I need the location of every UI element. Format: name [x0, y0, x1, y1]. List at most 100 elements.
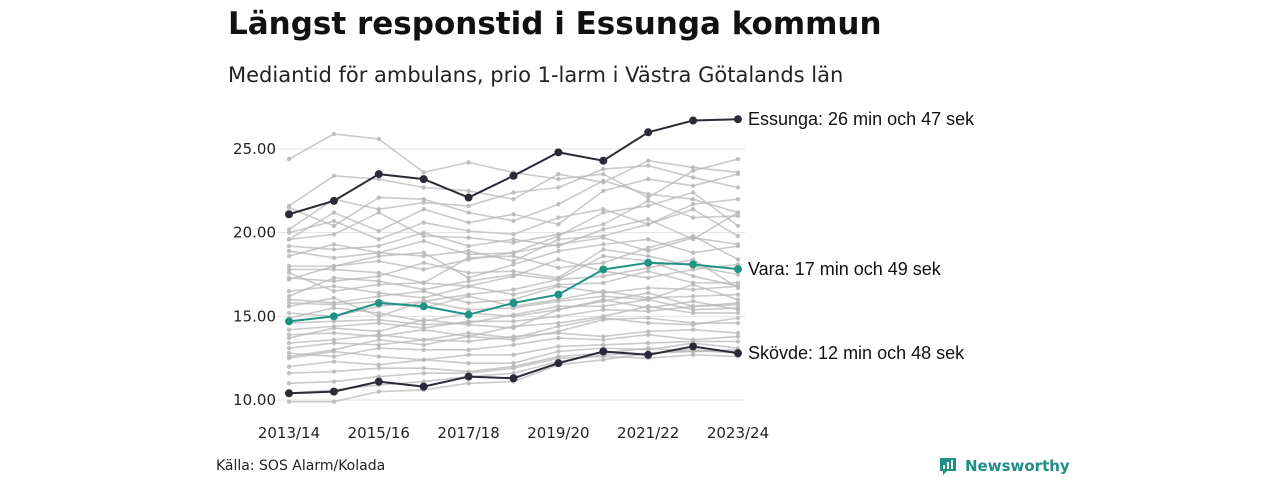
- data-point: [376, 329, 381, 334]
- data-point: [556, 307, 561, 312]
- data-point: [466, 300, 471, 306]
- data-point: [646, 203, 651, 209]
- data-point-vara: [644, 258, 653, 267]
- x-tick-label: 2021/22: [617, 424, 679, 442]
- brand-logo[interactable]: Newsworthy: [938, 456, 1070, 476]
- data-point: [466, 347, 471, 352]
- x-tick-label: 2017/18: [437, 424, 499, 442]
- data-point: [511, 352, 516, 358]
- data-point: [601, 227, 606, 232]
- data-point: [601, 188, 606, 194]
- data-point: [601, 342, 606, 347]
- data-point: [735, 315, 741, 321]
- data-point-sk-vde: [734, 349, 742, 358]
- data-point: [556, 355, 561, 361]
- data-point: [601, 357, 606, 363]
- data-point: [376, 207, 381, 212]
- data-point: [511, 232, 516, 237]
- data-point: [690, 304, 696, 309]
- data-point: [556, 233, 561, 239]
- data-point: [511, 371, 516, 376]
- data-point: [376, 243, 381, 249]
- data-point: [331, 319, 337, 324]
- data-point: [511, 287, 516, 292]
- data-point: [331, 210, 337, 215]
- data-point: [331, 255, 337, 260]
- data-point: [376, 237, 381, 242]
- data-point: [376, 345, 381, 351]
- data-point: [690, 282, 696, 287]
- data-point: [511, 342, 516, 347]
- data-point: [286, 294, 292, 299]
- data-point: [376, 354, 381, 359]
- data-point: [735, 257, 741, 262]
- data-point: [646, 340, 651, 346]
- data-point: [735, 292, 741, 297]
- data-point: [601, 260, 606, 265]
- data-point: [466, 352, 471, 358]
- data-point: [690, 168, 696, 173]
- data-point: [286, 327, 292, 332]
- data-point: [601, 171, 606, 177]
- data-point: [466, 307, 471, 312]
- data-point: [286, 297, 292, 302]
- data-point: [421, 220, 426, 225]
- data-point: [646, 163, 651, 168]
- data-point: [331, 131, 337, 137]
- data-point: [286, 354, 292, 359]
- data-point: [286, 364, 292, 369]
- data-point: [556, 320, 561, 326]
- data-point: [376, 270, 381, 276]
- data-point: [331, 369, 337, 374]
- data-point: [421, 366, 426, 371]
- background-series-line: [286, 253, 741, 299]
- highlighted-series: Essunga: 26 min och 47 sek Vara: 17 min o…: [285, 109, 975, 398]
- data-point: [690, 215, 696, 220]
- data-point: [376, 314, 381, 319]
- background-series-line: [286, 257, 741, 319]
- data-point-vara: [599, 265, 608, 274]
- data-point: [421, 260, 426, 265]
- data-point: [690, 352, 696, 358]
- data-point: [735, 297, 741, 302]
- data-point-sk-vde: [285, 389, 293, 398]
- data-point: [286, 230, 292, 235]
- data-point: [646, 329, 651, 334]
- data-point: [466, 188, 471, 194]
- data-point: [376, 253, 381, 259]
- data-point: [690, 310, 696, 316]
- data-point: [646, 253, 651, 259]
- data-point: [646, 237, 651, 242]
- data-point: [331, 242, 337, 247]
- data-point: [286, 263, 292, 269]
- data-point: [690, 273, 696, 279]
- data-point: [690, 307, 696, 312]
- data-point: [690, 327, 696, 332]
- data-point: [556, 329, 561, 334]
- data-point: [601, 222, 606, 227]
- data-point: [376, 366, 381, 371]
- brand-name: Newsworthy: [965, 457, 1070, 475]
- data-point: [646, 265, 651, 271]
- data-point: [646, 285, 651, 291]
- data-point: [556, 202, 561, 207]
- data-point: [556, 237, 561, 242]
- data-point: [556, 222, 561, 227]
- data-point: [690, 250, 696, 255]
- data-point: [376, 258, 381, 264]
- data-point: [421, 299, 426, 304]
- background-series-line: [286, 297, 741, 341]
- data-point: [690, 207, 696, 212]
- data-point-vara: [689, 260, 698, 269]
- data-point: [601, 304, 606, 309]
- data-point: [466, 275, 471, 281]
- data-point: [511, 197, 516, 202]
- data-point: [331, 275, 337, 281]
- data-point: [690, 175, 696, 180]
- data-point: [601, 242, 606, 247]
- data-point: [646, 222, 651, 227]
- background-series-line: [286, 190, 741, 260]
- data-point: [421, 317, 426, 322]
- data-point: [556, 171, 561, 177]
- data-point: [690, 190, 696, 195]
